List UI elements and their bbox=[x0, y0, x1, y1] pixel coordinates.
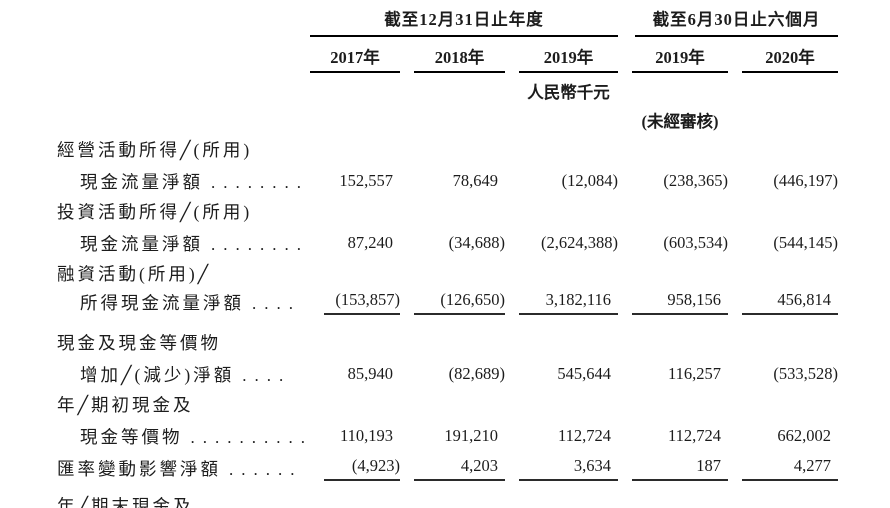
group-header-interim: 截至6月30日止六個月 bbox=[635, 6, 839, 37]
cell-value: (153,857) bbox=[335, 290, 400, 309]
year-header-2020-interim: 2020年 bbox=[742, 44, 839, 73]
currency-unit-label: 人民幣千元 bbox=[527, 83, 610, 102]
cell-value: 110,193 bbox=[339, 426, 393, 445]
row-label-line2: 增加╱(減少)淨額 bbox=[80, 365, 235, 385]
cell-value: (544,145) bbox=[773, 233, 839, 252]
cell-value: 456,814 bbox=[777, 290, 832, 309]
cell-value: 4,277 bbox=[793, 456, 832, 475]
year-header-row: 2017年 2018年 2019年 2019年 2020年 bbox=[57, 37, 839, 73]
row-exchange-effect: 匯率變動影響淨額...... (4,923) 4,203 3,634 187 4… bbox=[57, 449, 839, 481]
leader-dots: ........ bbox=[211, 235, 309, 254]
cell-value: (238,365) bbox=[663, 171, 729, 190]
year-header-2017: 2017年 bbox=[310, 44, 400, 73]
row-financing-values: 所得現金流量淨額.... (153,857) (126,650) 3,182,1… bbox=[57, 286, 839, 315]
cell-value: 3,182,116 bbox=[545, 290, 612, 309]
row-label-line2: 現金流量淨額 bbox=[80, 172, 203, 192]
cash-flow-table: 截至12月31日止年度 截至6月30日止六個月 2017年 2018年 2019… bbox=[57, 6, 839, 508]
cell-value: 545,644 bbox=[557, 364, 612, 383]
leader-dots: ........ bbox=[211, 173, 309, 192]
row-label-line1: 年╱期末現金及 bbox=[57, 496, 194, 508]
cell-value: 112,724 bbox=[558, 426, 612, 445]
row-label-line1: 經營活動所得╱(所用) bbox=[57, 140, 253, 160]
year-header-2019: 2019年 bbox=[519, 44, 619, 73]
row-label-line2: 所得現金流量淨額 bbox=[80, 293, 244, 313]
row-label-line2: 現金流量淨額 bbox=[80, 234, 203, 254]
cell-value: 3,634 bbox=[573, 456, 612, 475]
cell-value: 152,557 bbox=[339, 171, 393, 190]
leader-dots: ...... bbox=[229, 460, 303, 479]
row-operating-label: 經營活動所得╱(所用) bbox=[57, 132, 838, 162]
cell-value: 187 bbox=[696, 456, 722, 475]
cell-value: 116,257 bbox=[668, 364, 722, 383]
row-label: 匯率變動影響淨額 bbox=[57, 459, 221, 479]
year-header-2018: 2018年 bbox=[414, 44, 505, 73]
cell-value: 191,210 bbox=[444, 426, 498, 445]
row-investing-values: 現金流量淨額........ 87,240 (34,688) (2,624,38… bbox=[57, 224, 838, 256]
cell-value: (34,688) bbox=[448, 233, 505, 252]
leader-dots: .......... bbox=[190, 428, 313, 447]
unaudited-row: (未經審核) bbox=[57, 103, 838, 132]
cell-value: 112,724 bbox=[668, 426, 722, 445]
cell-value: (12,084) bbox=[561, 171, 619, 190]
currency-unit-row: 人民幣千元 bbox=[57, 73, 838, 103]
cell-value: (533,528) bbox=[773, 364, 839, 383]
row-label-line2: 現金等價物 bbox=[80, 427, 183, 447]
row-beginning-cash-label: 年╱期初現金及 bbox=[57, 387, 838, 417]
cell-value: 87,240 bbox=[347, 233, 393, 252]
row-financing-label: 融資活動(所用)╱ bbox=[57, 256, 838, 286]
cell-value: 4,203 bbox=[460, 456, 498, 475]
leader-dots: .... bbox=[252, 294, 301, 313]
cell-value: (82,689) bbox=[448, 364, 505, 383]
cell-value: (446,197) bbox=[773, 171, 839, 190]
cell-value: 78,649 bbox=[452, 171, 498, 190]
row-label-line1: 融資活動(所用)╱ bbox=[57, 264, 212, 284]
row-label-line1: 現金及現金等價物 bbox=[57, 333, 221, 353]
row-label-line1: 年╱期初現金及 bbox=[57, 395, 194, 415]
row-operating-values: 現金流量淨額........ 152,557 78,649 (12,084) (… bbox=[57, 162, 838, 194]
cell-value: (4,923) bbox=[351, 456, 400, 475]
row-label-line1: 投資活動所得╱(所用) bbox=[57, 202, 253, 222]
leader-dots: .... bbox=[242, 366, 292, 385]
row-net-change-label: 現金及現金等價物 bbox=[57, 315, 838, 355]
row-investing-label: 投資活動所得╱(所用) bbox=[57, 194, 838, 224]
cell-value: 662,002 bbox=[777, 426, 832, 445]
cell-value: (603,534) bbox=[663, 233, 729, 252]
group-header-annual: 截至12月31日止年度 bbox=[310, 6, 619, 37]
year-header-2019-interim: 2019年 bbox=[632, 44, 729, 73]
cell-value: 85,940 bbox=[347, 364, 393, 383]
unaudited-label: (未經審核) bbox=[641, 112, 719, 131]
cell-value: (126,650) bbox=[440, 290, 505, 309]
cell-value: (2,624,388) bbox=[541, 233, 619, 252]
row-beginning-cash-values: 現金等價物.......... 110,193 191,210 112,724 … bbox=[57, 417, 838, 449]
row-ending-cash-label: 年╱期末現金及 bbox=[57, 481, 838, 508]
period-group-row: 截至12月31日止年度 截至6月30日止六個月 bbox=[57, 6, 839, 37]
cell-value: 958,156 bbox=[667, 290, 722, 309]
row-net-change-values: 增加╱(減少)淨額.... 85,940 (82,689) 545,644 11… bbox=[57, 355, 838, 387]
